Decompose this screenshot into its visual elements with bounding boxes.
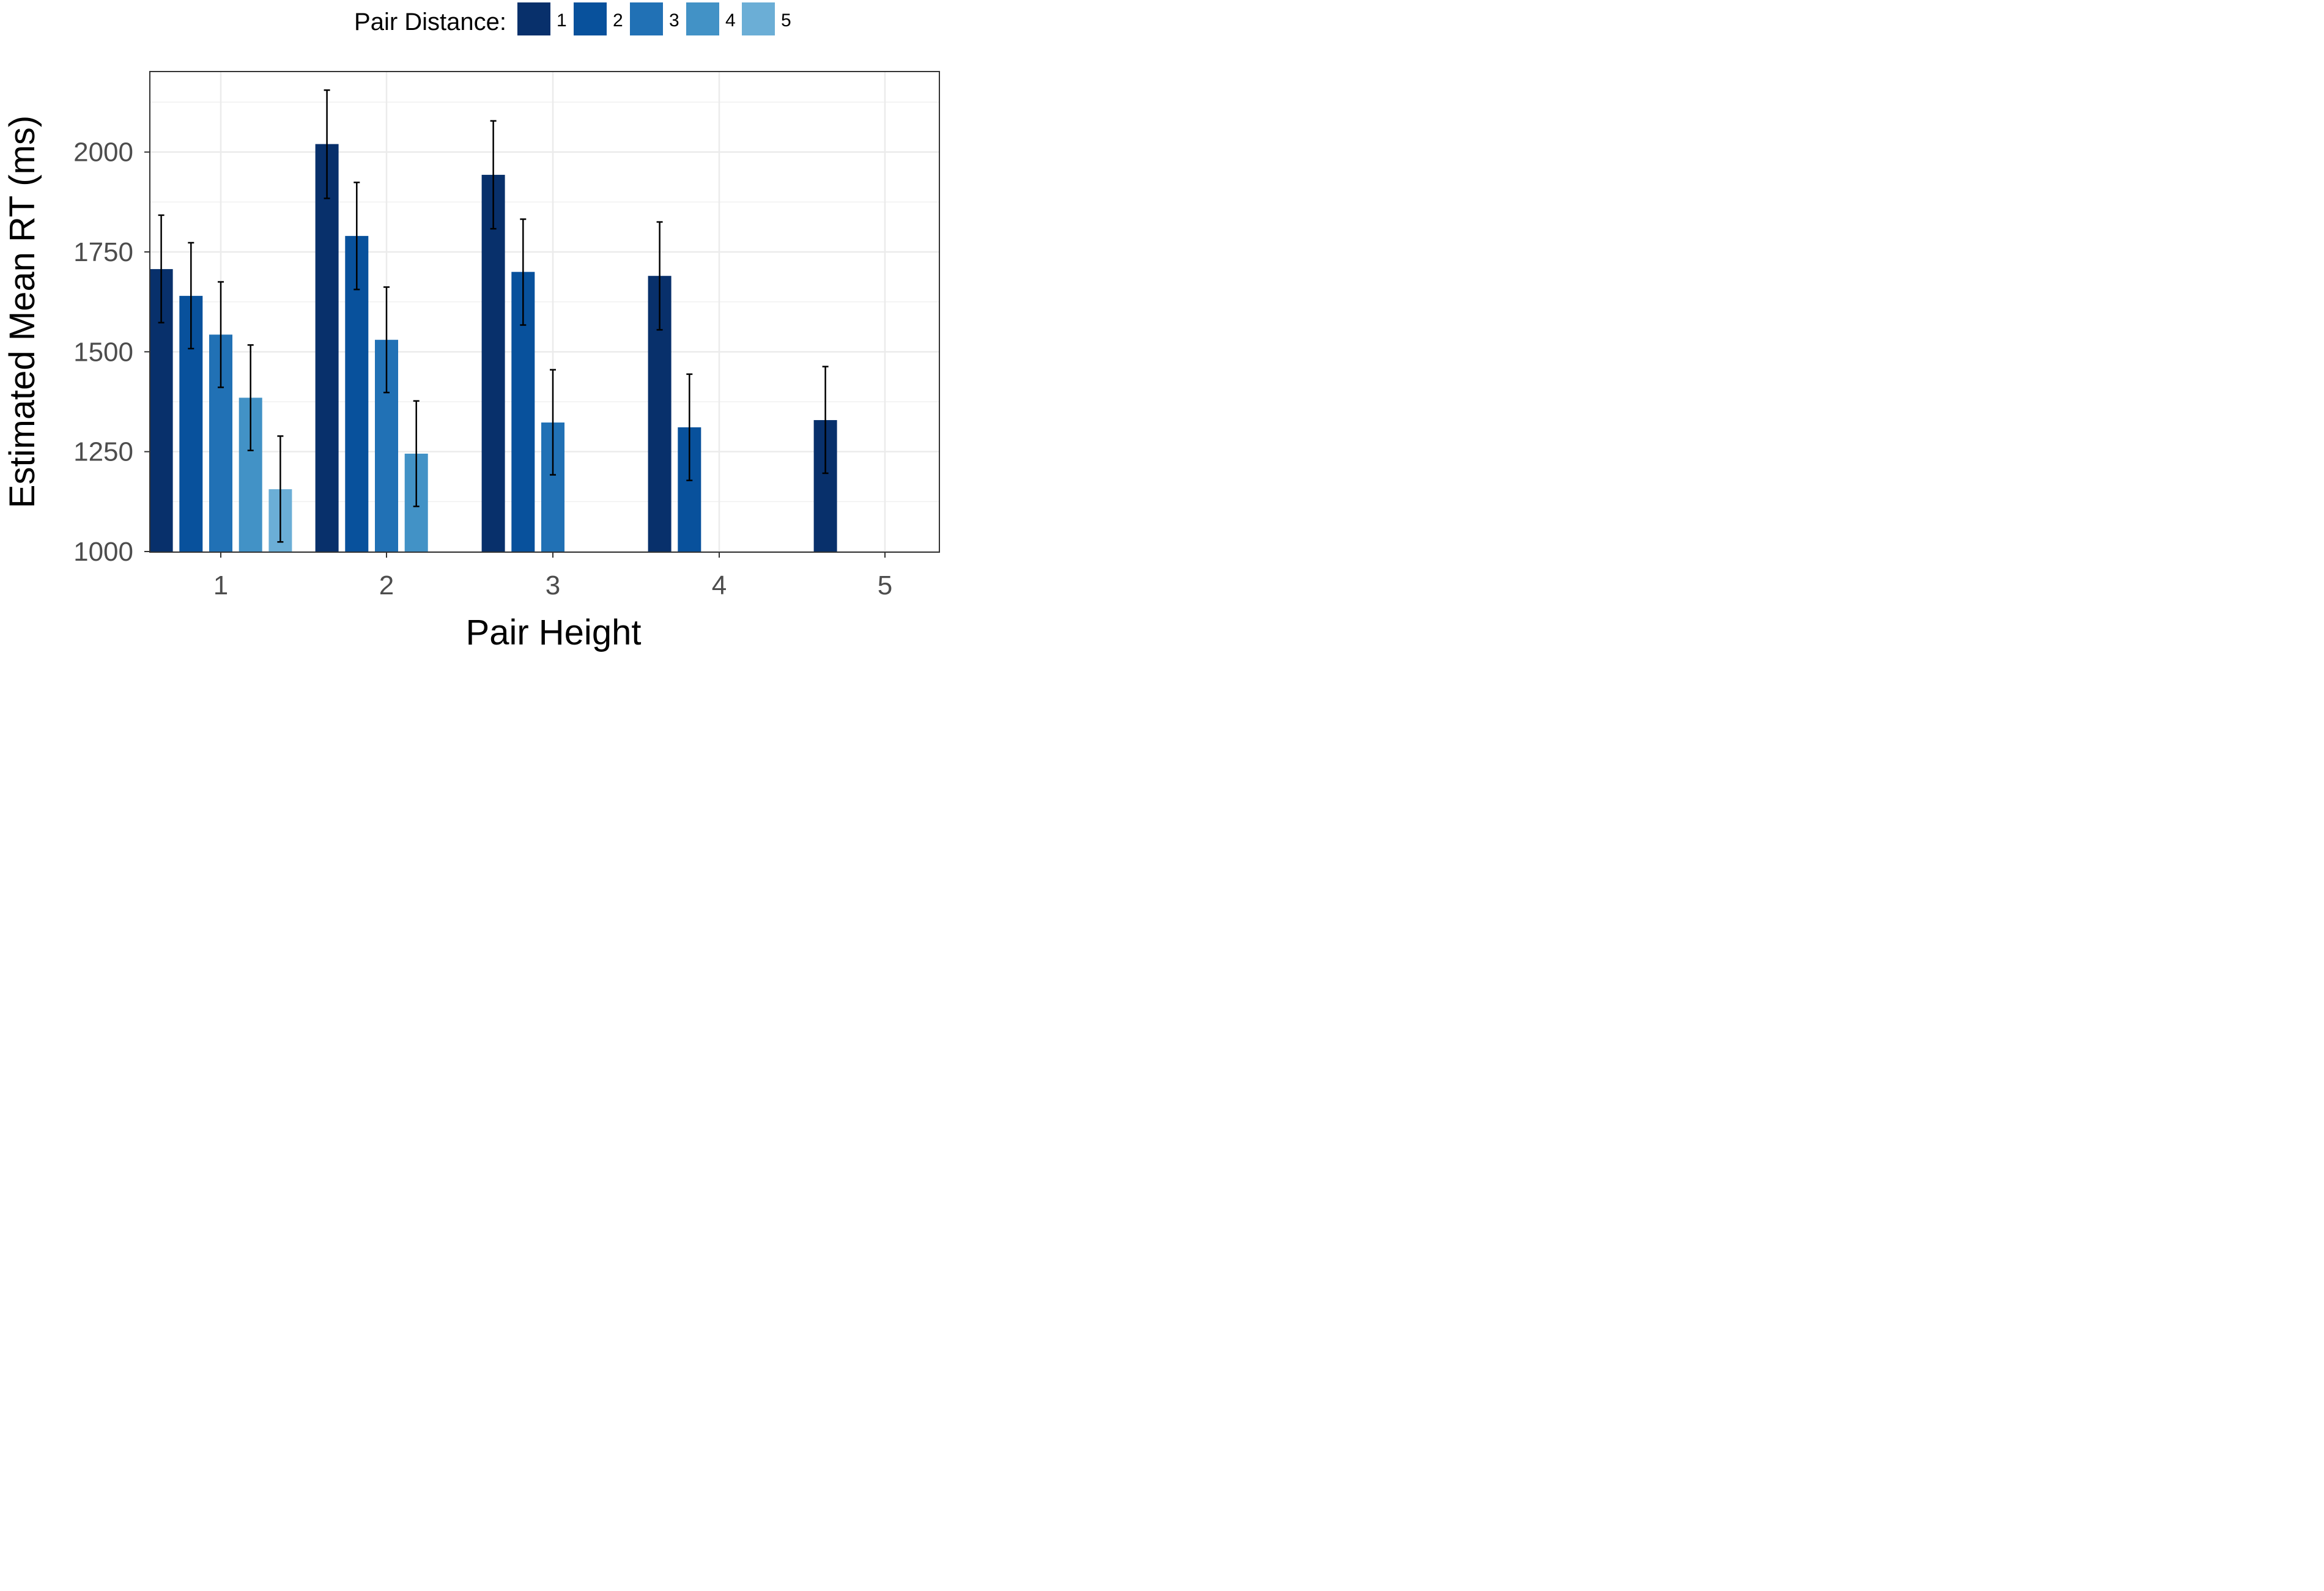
error-bar-series-2-cat-4 [686, 373, 693, 481]
x-tick-label: 5 [878, 570, 892, 600]
x-tick-label: 3 [546, 570, 560, 600]
y-axis: 1000 1250 1500 1750 2000 [73, 138, 150, 567]
y-tick-label: 1250 [73, 437, 133, 467]
plot-panel-border [149, 71, 940, 553]
legend-item-5: 5 [742, 2, 791, 35]
legend-item-1: 1 [517, 2, 567, 35]
x-axis-title: Pair Height [466, 613, 642, 652]
y-tick-label: 2000 [73, 138, 133, 168]
error-bar-series-1-cat-3 [490, 120, 497, 230]
error-bar-series-3-cat-1 [218, 281, 224, 388]
error-bar-series-2-cat-1 [188, 242, 194, 350]
error-bar-series-2-cat-3 [520, 218, 527, 326]
y-axis-title: Estimated Mean RT (ms) [2, 116, 42, 508]
legend-label: 5 [781, 10, 791, 31]
legend-item-4: 4 [686, 2, 736, 35]
error-bar-series-4-cat-1 [247, 344, 254, 451]
error-bar-series-1-cat-5 [822, 366, 829, 474]
error-bar-series-2-cat-2 [353, 182, 360, 290]
bars [149, 144, 837, 552]
legend-item-3: 3 [630, 2, 679, 35]
legend-key-swatch [630, 2, 663, 35]
y-tick-label: 1000 [73, 537, 133, 567]
legend-key-swatch [742, 2, 775, 35]
error-bars [158, 89, 829, 543]
legend-label: 1 [557, 10, 567, 31]
error-bar-series-4-cat-2 [413, 400, 420, 508]
legend-key-swatch [517, 2, 550, 35]
legend-item-2: 2 [574, 2, 623, 35]
error-bar-series-1-cat-2 [324, 89, 330, 199]
y-tick-label: 1500 [73, 337, 133, 367]
legend-title: Pair Distance: [354, 9, 506, 35]
chart: Pair Distance: 1 2 3 4 5 1000 1250 1500 1750 200… [0, 0, 959, 656]
error-bar-series-1-cat-4 [656, 221, 663, 331]
legend: Pair Distance: 1 2 3 4 5 [354, 2, 791, 35]
bar-series-1-cat-2 [315, 144, 339, 552]
x-tick-label: 2 [379, 570, 394, 600]
legend-label: 4 [725, 10, 736, 31]
legend-key-swatch [574, 2, 607, 35]
legend-label: 2 [613, 10, 623, 31]
legend-key-swatch [686, 2, 719, 35]
error-bar-series-3-cat-3 [550, 369, 556, 476]
x-tick-label: 4 [712, 570, 727, 600]
error-bar-series-5-cat-1 [277, 435, 284, 543]
error-bar-series-1-cat-1 [158, 214, 165, 323]
legend-label: 3 [669, 10, 679, 31]
y-tick-label: 1750 [73, 237, 133, 267]
bar-series-1-cat-3 [481, 174, 505, 552]
error-bar-series-3-cat-2 [383, 286, 390, 394]
x-axis: 1 2 3 4 5 [213, 552, 892, 600]
x-tick-label: 1 [213, 570, 228, 600]
bar-chart: Pair Distance: 1 2 3 4 5 1000 1250 1500 1750 200… [2, 2, 940, 652]
